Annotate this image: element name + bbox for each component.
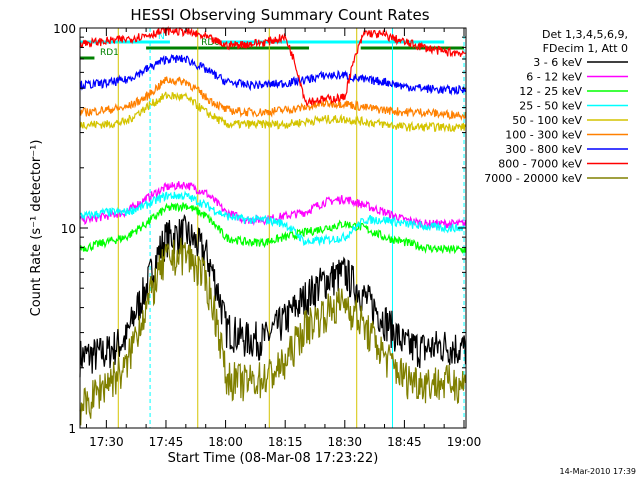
x-tick-label: 18:15 [268,435,303,449]
series-line-5 [79,76,467,121]
legend-entry-label: 50 - 100 keV [512,114,582,127]
legend-entry-label: 800 - 7000 keV [498,158,582,171]
x-tick-label: 19:00 [447,435,482,449]
y-axis-label: Count Rate (s⁻¹ detector⁻¹) [29,140,44,317]
y-tick-label: 10 [61,222,76,236]
series-line-7 [79,25,466,107]
legend-entry-label: 6 - 12 keV [526,71,582,84]
x-axis: 17:30 17:45 18:00 18:15 18:30 18:45 19:00 [85,28,482,449]
legend: Det 1,3,4,5,6,9, FDecim 1, Att 0 3 - 6 k… [484,28,628,185]
x-tick-label: 17:30 [89,435,124,449]
legend-entry-label: 12 - 25 keV [519,85,582,98]
y-axis: 1 10 100 [53,22,466,436]
legend-entry-label: 25 - 50 keV [519,100,582,113]
x-tick-label: 18:00 [208,435,243,449]
legend-entry-label: 3 - 6 keV [533,56,582,69]
flag-label-rd1: RD1 [100,48,119,58]
flag-label-n: N [158,32,165,42]
x-tick-label: 18:45 [387,435,422,449]
y-tick-label: 100 [53,22,76,36]
legend-header-line-1: Det 1,3,4,5,6,9, [542,28,628,41]
x-axis-label: Start Time (08-Mar-08 17:23:22) [168,451,379,466]
chart-title: HESSI Observing Summary Count Rates [130,6,429,24]
legend-header-line-2: FDecim 1, Att 0 [543,42,628,55]
legend-entry-label: 7000 - 20000 keV [484,172,582,185]
series-line-6 [79,53,467,96]
flag-bars: N RD0 RD1 [80,32,465,60]
x-tick-label: 18:30 [327,435,362,449]
series-line-0 [79,214,467,378]
flag-label-rd0: RD0 [201,38,220,48]
series-line-8 [79,237,467,426]
series-lines [79,25,467,426]
legend-entry-label: 100 - 300 keV [505,129,582,142]
series-line-2 [79,202,467,255]
legend-entry-label: 300 - 800 keV [505,143,582,156]
x-tick-label: 17:45 [149,435,184,449]
footer-timestamp: 14-Mar-2010 17:39 [560,467,637,476]
series-line-1 [79,181,467,230]
y-tick-label: 1 [68,422,76,436]
series-line-3 [79,190,467,247]
series-line-4 [79,91,467,133]
